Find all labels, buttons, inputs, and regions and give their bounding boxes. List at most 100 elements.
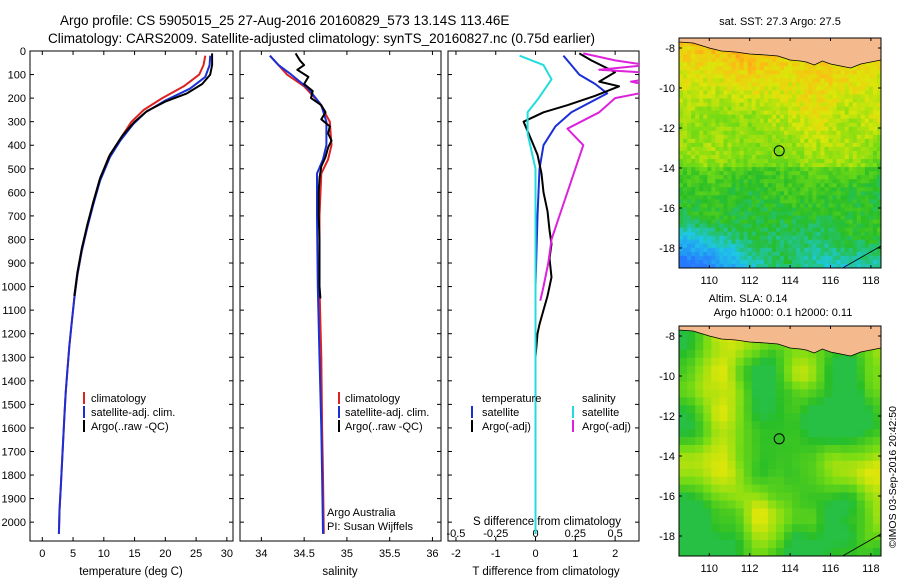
heatmap-cell [864, 508, 874, 517]
heatmap-cell [739, 102, 745, 108]
heatmap-cell [691, 122, 696, 128]
heatmap-cell [860, 219, 866, 225]
series-satellite-adj-clim- [269, 55, 328, 534]
heatmap-cell [808, 476, 817, 486]
heatmap-cell [812, 167, 817, 172]
heatmap-cell [800, 82, 805, 88]
heatmap-cell [832, 150, 838, 156]
heatmap-cell [820, 94, 826, 100]
heatmap-cell [695, 468, 704, 478]
heatmap-cell [872, 231, 878, 237]
heatmap-cell [691, 134, 696, 140]
heatmap-cell [735, 516, 745, 525]
heatmap-cell [828, 219, 834, 225]
heatmap-cell [771, 179, 777, 184]
heatmap-cell [759, 199, 765, 205]
heatmap-cell [832, 114, 838, 120]
heatmap-cell [767, 191, 773, 196]
heatmap-cell [788, 82, 793, 88]
heatmap-cell [872, 171, 878, 176]
heatmap-cell [743, 171, 749, 176]
heatmap-cell [707, 215, 712, 221]
heatmap-cell [848, 492, 858, 502]
heatmap-cell [687, 90, 692, 96]
heatmap-cell [759, 532, 769, 541]
heatmap-cell [796, 134, 801, 140]
heatmap-cell [788, 211, 793, 217]
heatmap-cell [743, 484, 753, 494]
heatmap-cell [711, 508, 720, 517]
x-tick-label: 36 [426, 548, 438, 560]
heatmap-cell [759, 484, 769, 494]
heatmap-cell [848, 540, 858, 549]
heatmap-cell [840, 159, 846, 164]
heatmap-cell [784, 106, 789, 112]
heatmap-cell [759, 239, 765, 245]
heatmap-cell [832, 540, 842, 549]
heatmap-cell [727, 102, 733, 108]
heatmap-cell [723, 211, 729, 217]
heatmap-cell [784, 187, 789, 192]
heatmap-cell [856, 492, 866, 502]
heatmap-cell [868, 159, 874, 164]
heatmap-cell [852, 263, 858, 268]
heatmap-cell [824, 373, 834, 383]
heatmap-cell [792, 357, 801, 367]
heatmap-cell [864, 548, 874, 556]
heatmap-cell [731, 231, 737, 237]
heatmap-cell [820, 175, 826, 180]
map-y-tick-label: -8 [665, 43, 675, 55]
heatmap-cell [707, 239, 712, 245]
heatmap-cell [731, 130, 737, 136]
heatmap-cell [699, 187, 704, 192]
heatmap-cell [743, 130, 749, 136]
heatmap-cell [771, 54, 777, 59]
heatmap-cell [703, 114, 708, 120]
heatmap-cell [759, 421, 769, 430]
heatmap-cell [808, 78, 813, 83]
map-y-tick-label: -8 [665, 331, 675, 343]
heatmap-cell [832, 86, 838, 92]
heatmap-cell [719, 381, 729, 391]
heatmap-cell [840, 155, 846, 160]
heatmap-cell [687, 102, 692, 108]
heatmap-cell [824, 191, 830, 196]
heatmap-cell [723, 203, 729, 209]
heatmap-cell [759, 54, 765, 59]
heatmap-cell [824, 215, 830, 221]
heatmap-cell [703, 130, 708, 136]
heatmap-cell [723, 82, 729, 88]
heatmap-cell [852, 239, 858, 245]
heatmap-cell [703, 122, 708, 128]
heatmap-cell [687, 94, 692, 100]
heatmap-cell [860, 130, 866, 136]
heatmap-cell [759, 251, 765, 257]
heatmap-cell [784, 82, 789, 88]
heatmap-cell [816, 155, 821, 160]
heatmap-cell [792, 500, 801, 510]
heatmap-cell [800, 74, 805, 79]
heatmap-cell [715, 179, 720, 184]
heatmap-cell [751, 171, 757, 176]
heatmap-cell [824, 532, 834, 541]
heatmap-cell [812, 247, 817, 253]
heatmap-cell [723, 199, 729, 205]
heatmap-cell [868, 114, 874, 120]
heatmap-cell [808, 167, 813, 172]
heatmap-cell [800, 114, 805, 120]
heatmap-cell [820, 235, 826, 241]
heatmap-cell [856, 365, 866, 375]
heatmap-cell [800, 155, 805, 160]
heatmap-cell [747, 74, 753, 79]
heatmap-cell [731, 243, 737, 249]
heatmap-cell [687, 150, 692, 156]
heatmap-cell [743, 247, 749, 253]
series-climatology [269, 55, 333, 534]
heatmap-cell [824, 429, 834, 438]
land-java [679, 326, 881, 357]
heatmap-cell [840, 259, 846, 265]
heatmap-cell [759, 155, 765, 160]
heatmap-cell [691, 199, 696, 205]
heatmap-cell [683, 211, 688, 217]
heatmap-cell [864, 219, 870, 225]
